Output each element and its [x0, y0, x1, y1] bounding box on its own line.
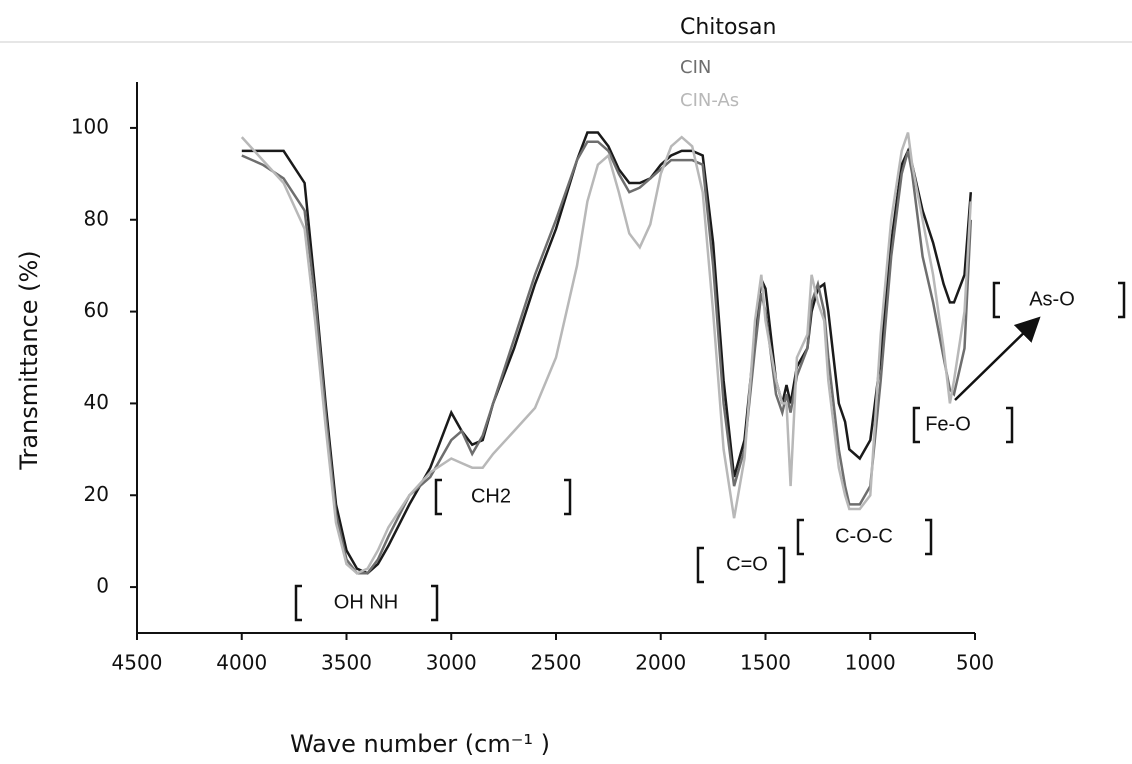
y-tick-label: 100 — [71, 114, 109, 138]
annotation: As-O — [1029, 288, 1075, 310]
y-tick-label: 40 — [84, 390, 109, 414]
bracket — [796, 518, 804, 556]
annotation: Fe-O — [925, 413, 971, 435]
y-tick-label: 80 — [84, 206, 109, 230]
bracket — [992, 281, 1000, 319]
x-tick-label: 3500 — [321, 651, 372, 675]
bracket — [1118, 281, 1126, 319]
x-tick-label: 4500 — [112, 651, 163, 675]
y-tick-label: 60 — [84, 298, 109, 322]
series-line — [240, 132, 973, 575]
bracket — [431, 584, 439, 622]
bracket — [1006, 406, 1014, 444]
x-tick-label: 1500 — [740, 651, 791, 675]
legend-label: CIN-As — [680, 90, 739, 111]
series-line — [241, 140, 973, 575]
x-tick-label: 4000 — [216, 651, 267, 675]
bracket — [912, 406, 920, 444]
legend-label: Chitosan — [680, 15, 776, 40]
x-tick-label: 3000 — [426, 651, 477, 675]
x-tick-label: 500 — [956, 651, 994, 675]
bracket — [294, 584, 302, 622]
annotation: C=O — [726, 553, 768, 575]
legend-label: CIN — [680, 57, 711, 78]
bracket — [778, 546, 786, 584]
bracket — [434, 478, 442, 516]
annotation: CH2 — [471, 485, 511, 507]
arrow — [954, 316, 1041, 401]
x-tick-label: 1000 — [845, 651, 896, 675]
bracket — [925, 518, 933, 556]
bracket — [564, 478, 572, 516]
y-axis-title: Transmittance (%) — [15, 250, 43, 470]
annotation: OH NH — [334, 591, 398, 613]
annotation: C-O-C — [835, 525, 893, 547]
x-axis-title: Wave number (cm⁻¹ ) — [290, 730, 550, 758]
x-tick-label: 2500 — [531, 651, 582, 675]
x-tick-label: 2000 — [635, 651, 686, 675]
y-tick-label: 0 — [96, 574, 109, 598]
bracket — [696, 546, 704, 584]
y-tick-label: 20 — [84, 482, 109, 506]
